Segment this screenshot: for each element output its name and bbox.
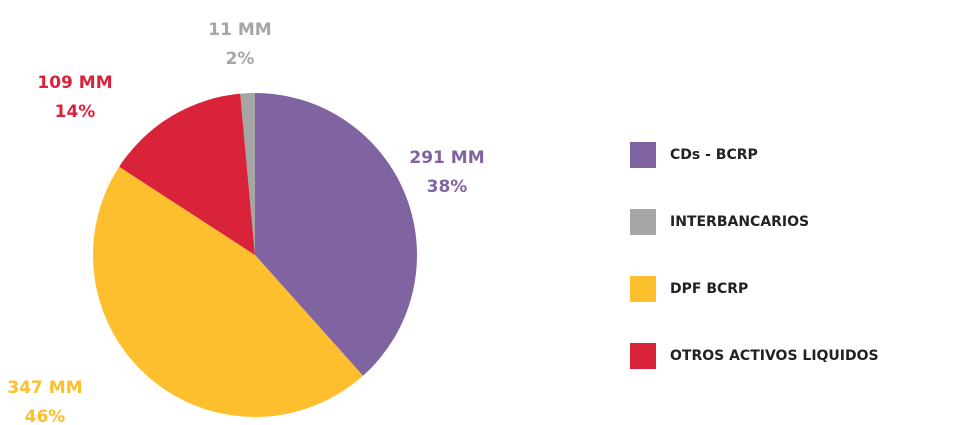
pie-slice [92,166,363,418]
pie-slice [119,93,256,255]
share-label: 46% [25,407,66,425]
legend-label: DPF BCRP [670,281,748,297]
value-label: 291 MM [409,148,484,168]
legend-label: CDs - BCRP [670,147,758,163]
legend-swatch [630,343,656,369]
share-label: 2% [226,49,255,69]
value-label: 347 MM [7,378,82,398]
pie-slice [255,93,418,376]
legend-swatch [630,142,656,168]
pie-slice [240,93,255,255]
legend-swatch [630,276,656,302]
share-label: 14% [55,102,96,122]
value-label: 109 MM [37,73,112,93]
legend-label: OTROS ACTIVOS LIQUIDOS [670,348,879,364]
legend-label: INTERBANCARIOS [670,214,809,230]
value-label: 11 MM [208,20,271,40]
legend-swatch [630,209,656,235]
share-label: 38% [427,177,468,197]
